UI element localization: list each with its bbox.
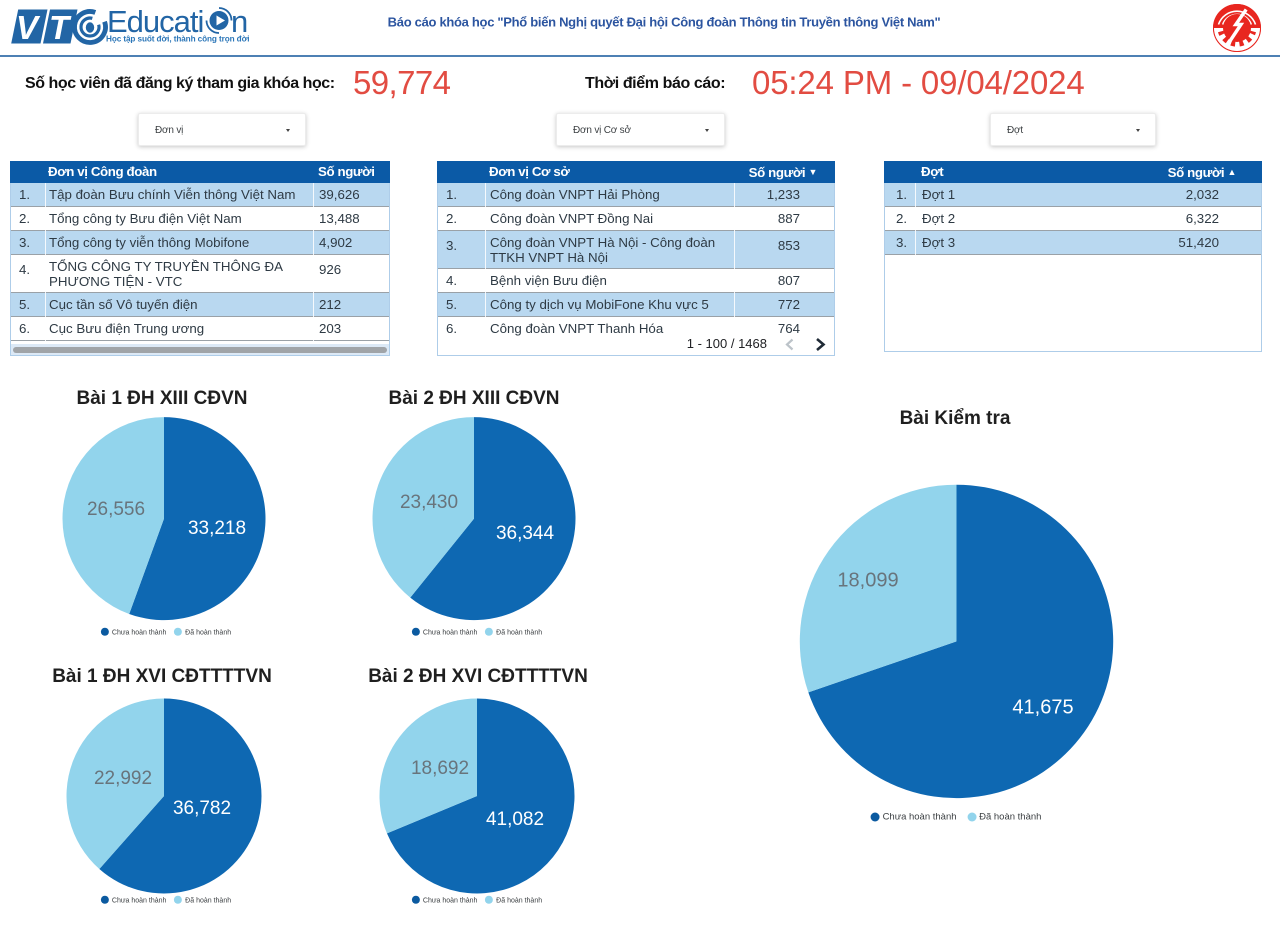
svg-text:Educati: Educati (107, 4, 203, 39)
svg-text:T: T (49, 9, 72, 46)
svg-text:Học tập suốt đời, thành công t: Học tập suốt đời, thành công trọn đời (106, 35, 249, 44)
svg-text:V: V (16, 9, 41, 46)
svg-text:n: n (231, 4, 247, 39)
